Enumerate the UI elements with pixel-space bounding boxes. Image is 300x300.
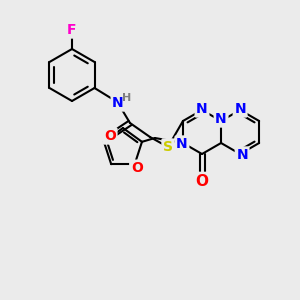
Text: N: N <box>176 137 188 151</box>
Text: N: N <box>196 102 208 116</box>
Text: N: N <box>234 102 246 116</box>
Text: O: O <box>196 173 208 188</box>
Text: S: S <box>163 140 173 154</box>
Text: N: N <box>112 96 124 110</box>
Text: O: O <box>131 161 142 175</box>
Text: N: N <box>215 112 227 126</box>
Text: O: O <box>104 129 116 143</box>
Text: H: H <box>122 93 132 103</box>
Text: N: N <box>236 148 248 162</box>
Text: F: F <box>67 23 77 37</box>
